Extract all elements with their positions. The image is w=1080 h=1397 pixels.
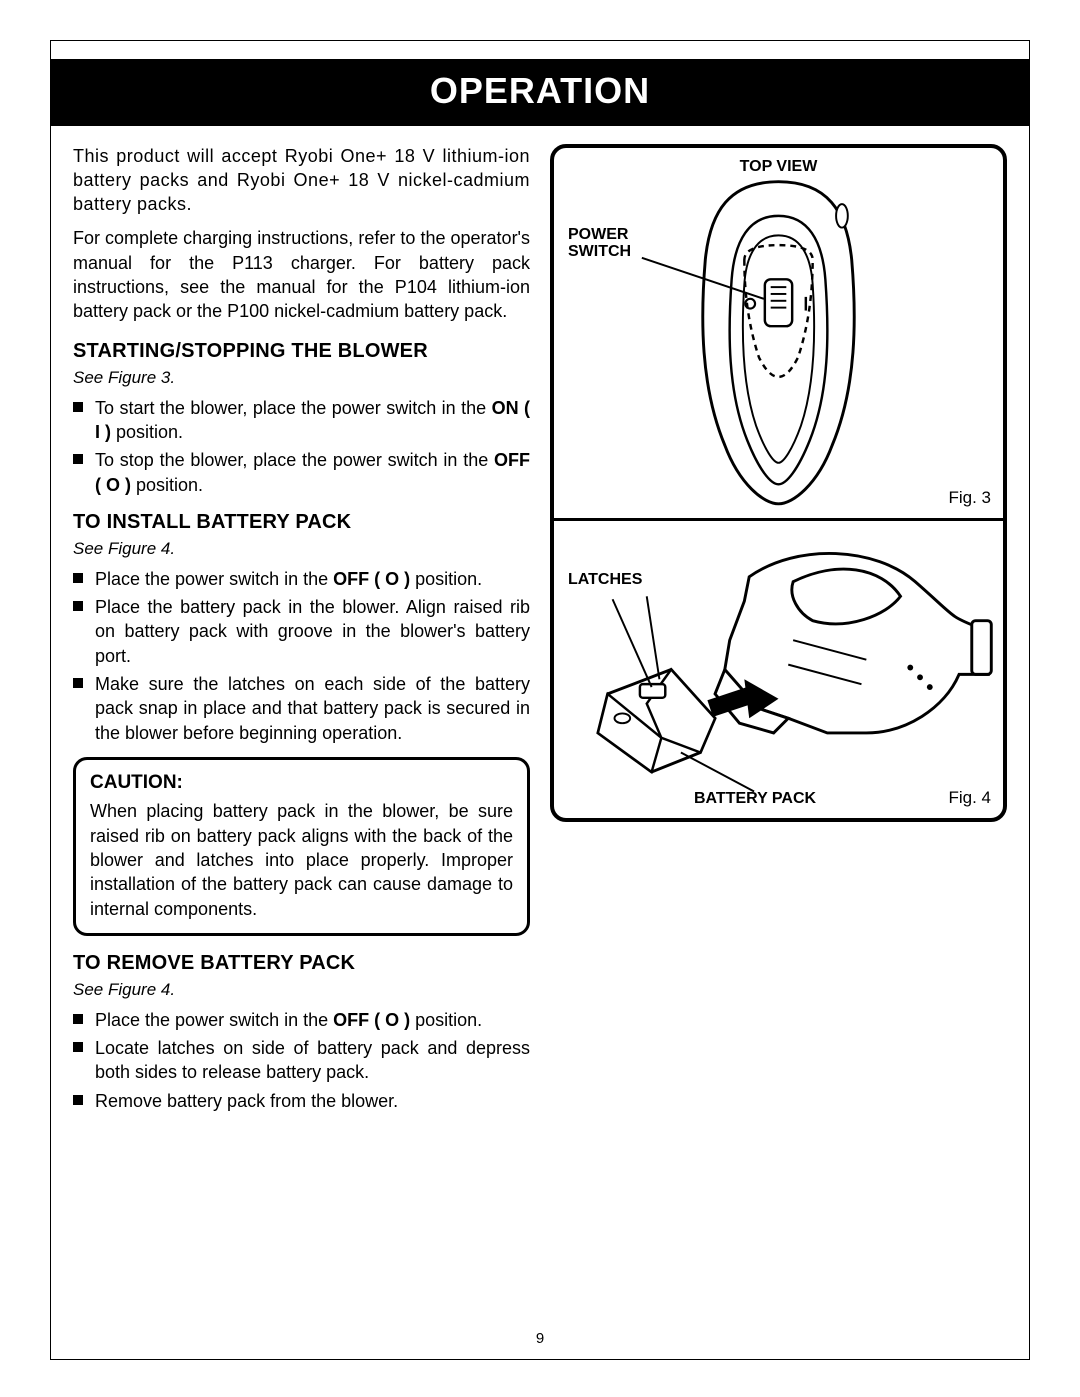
label-power-switch: POWERSWITCH: [568, 226, 631, 261]
list-remove: Place the power switch in the OFF ( O ) …: [73, 1008, 530, 1113]
figure-4-number: Fig. 4: [948, 787, 991, 810]
caution-text: When placing battery pack in the blower,…: [90, 799, 513, 920]
right-column: TOP VIEW POWERSWITCH Fig. 3: [550, 144, 1007, 1125]
figure-3-svg: [554, 148, 1003, 518]
intro-para-2: For complete charging instructions, refe…: [73, 226, 530, 323]
list-item: Place the power switch in the OFF ( O ) …: [73, 1008, 530, 1032]
caution-heading: CAUTION:: [90, 770, 513, 796]
list-item: Remove battery pack from the blower.: [73, 1089, 530, 1113]
list-item: To stop the blower, place the power swit…: [73, 448, 530, 497]
page-frame: OPERATION This product will accept Ryobi…: [50, 40, 1030, 1360]
page-title: OPERATION: [51, 59, 1029, 126]
label-latches: LATCHES: [568, 571, 642, 589]
figure-panel: TOP VIEW POWERSWITCH Fig. 3: [550, 144, 1007, 822]
list-start-stop: To start the blower, place the power swi…: [73, 396, 530, 497]
left-column: This product will accept Ryobi One+ 18 V…: [73, 144, 530, 1125]
content-columns: This product will accept Ryobi One+ 18 V…: [51, 126, 1029, 1125]
list-item: Locate latches on side of battery pack a…: [73, 1036, 530, 1085]
list-item: Make sure the latches on each side of th…: [73, 672, 530, 745]
list-item: Place the power switch in the OFF ( O ) …: [73, 567, 530, 591]
intro-para-1: This product will accept Ryobi One+ 18 V…: [73, 144, 530, 217]
see-figure-3: See Figure 3.: [73, 367, 530, 390]
list-item: Place the battery pack in the blower. Al…: [73, 595, 530, 668]
label-battery-pack: BATTERY PACK: [694, 790, 816, 808]
see-figure-4b: See Figure 4.: [73, 979, 530, 1002]
label-top-view: TOP VIEW: [740, 156, 818, 178]
heading-install: TO INSTALL BATTERY PACK: [73, 509, 530, 536]
heading-start-stop: STARTING/STOPPING THE BLOWER: [73, 338, 530, 365]
heading-remove: TO REMOVE BATTERY PACK: [73, 950, 530, 977]
list-install: Place the power switch in the OFF ( O ) …: [73, 567, 530, 745]
caution-box: CAUTION: When placing battery pack in th…: [73, 757, 530, 936]
figure-3: TOP VIEW POWERSWITCH Fig. 3: [554, 148, 1003, 518]
figure-3-number: Fig. 3: [948, 487, 991, 510]
figure-4-svg: [554, 521, 1003, 818]
see-figure-4a: See Figure 4.: [73, 538, 530, 561]
figure-4: LATCHES BATTERY PACK Fig. 4: [554, 518, 1003, 818]
list-item: To start the blower, place the power swi…: [73, 396, 530, 445]
page-number: 9: [51, 1329, 1029, 1349]
